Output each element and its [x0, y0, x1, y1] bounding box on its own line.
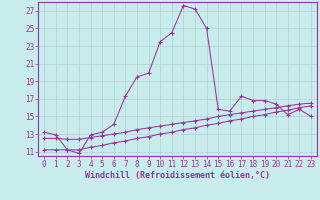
X-axis label: Windchill (Refroidissement éolien,°C): Windchill (Refroidissement éolien,°C) — [85, 171, 270, 180]
